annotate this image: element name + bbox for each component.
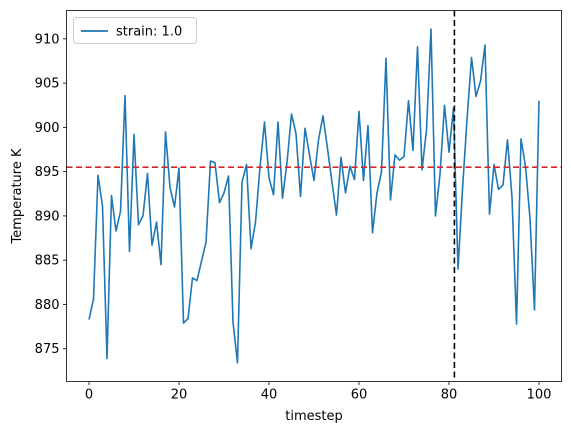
y-axis-label: Temperature K [10, 148, 25, 244]
y-tick-label: 895 [35, 165, 60, 180]
y-tick-label: 910 [35, 32, 60, 47]
y-tick-label: 905 [35, 77, 60, 92]
x-axis-label: timestep [285, 409, 343, 424]
legend-box [73, 17, 197, 44]
legend: strain: 1.0 [73, 17, 197, 44]
y-tick-label: 875 [35, 342, 60, 357]
axes-frame [66, 10, 562, 382]
y-tick-label: 890 [35, 209, 60, 224]
x-tick-label: 100 [527, 388, 552, 403]
x-axis: 0 20 40 60 80 100 [85, 381, 552, 403]
y-tick-label: 900 [35, 121, 60, 136]
x-tick-label: 20 [171, 388, 188, 403]
x-tick-label: 60 [351, 388, 368, 403]
y-tick-label: 880 [35, 298, 60, 313]
x-tick-label: 0 [85, 388, 93, 403]
series-line [88, 28, 540, 364]
x-tick-label: 80 [441, 388, 458, 403]
plot-content [66, 10, 562, 382]
y-axis: 875 880 885 890 895 900 905 910 [35, 32, 67, 357]
x-tick-label: 40 [261, 388, 278, 403]
plot-background [66, 10, 562, 382]
legend-label: strain: 1.0 [116, 25, 182, 40]
y-tick-label: 885 [35, 254, 60, 269]
